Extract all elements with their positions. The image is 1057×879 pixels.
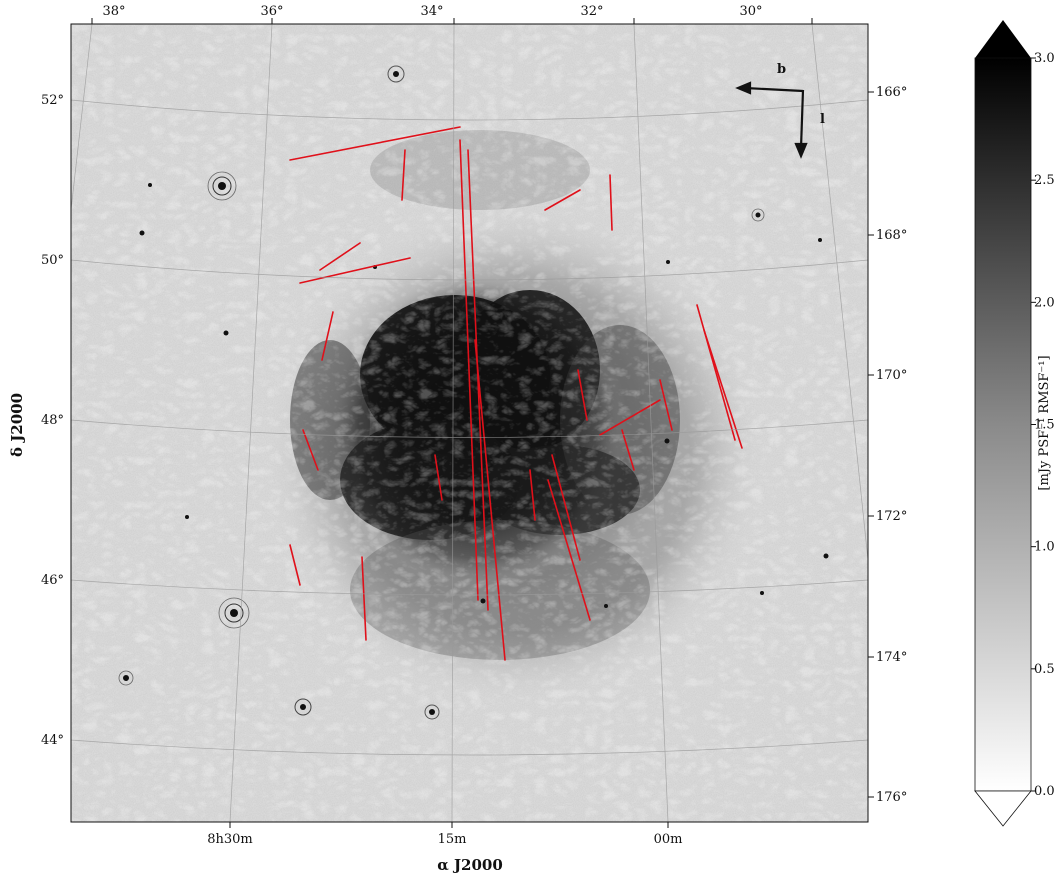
colorbar-tick-label: 0.0 [1034,784,1055,799]
colorbar-extend-top [975,20,1031,58]
colorbar-tick-label: 1.0 [1034,540,1055,555]
right-tick-label: 176° [876,790,907,805]
left-axis: 52° 50° 48° 46° 44° δ J2000 [8,93,64,748]
colorbar-gradient [974,57,1032,792]
colorbar: 3.0 2.5 2.0 1.5 1.0 0.5 0.0 [mJy PSF⁻¹ RMSF⁻¹] [974,20,1055,827]
top-tick-label: 36° [260,4,283,19]
point-sources [118,65,829,720]
colorbar-tick-label: 0.5 [1034,662,1055,677]
left-tick-label: 52° [41,93,64,108]
bottom-tick-label: 15m [438,832,467,847]
coordinate-grid [71,24,868,822]
top-tick-label: 32° [580,4,603,19]
left-tick-label: 46° [41,573,64,588]
colorbar-extend-bottom [974,790,1032,827]
right-tick-label: 174° [876,650,907,665]
plot-frame [70,23,869,823]
left-tick-label: 48° [41,413,64,428]
colorbar-tick-label: 1.5 [1034,418,1055,433]
right-tick-label: 172° [876,509,907,524]
right-axis: 166° 168° 170° 172° 174° 176° [868,85,907,805]
colorbar-tick-label: 3.0 [1034,51,1055,66]
top-tick-label: 30° [739,4,762,19]
compass-b-label: b [777,62,786,77]
colorbar-tick-label: 2.5 [1034,173,1055,188]
galactic-compass [735,81,808,159]
y-axis-label: δ J2000 [8,393,26,457]
bottom-tick-label: 00m [654,832,683,847]
x-axis-label: α J2000 [437,856,503,874]
top-tick-label: 38° [102,4,125,19]
bottom-tick-label: 8h30m [207,832,253,847]
sky-image [71,24,868,822]
right-tick-label: 170° [876,368,907,383]
colorbar-label: [mJy PSF⁻¹ RMSF⁻¹] [1037,355,1052,490]
rfi-streaks [289,126,743,661]
left-tick-label: 50° [41,253,64,268]
colorbar-tick-label: 2.0 [1034,295,1055,310]
top-tick-label: 34° [420,4,443,19]
top-axis: 38° 36° 34° 32° 30° [91,4,813,24]
right-tick-label: 166° [876,85,907,100]
compass-l-label: l [820,112,825,127]
bottom-axis: 8h30m 15m 00m α J2000 [207,822,682,874]
right-tick-label: 168° [876,228,907,243]
left-tick-label: 44° [41,733,64,748]
